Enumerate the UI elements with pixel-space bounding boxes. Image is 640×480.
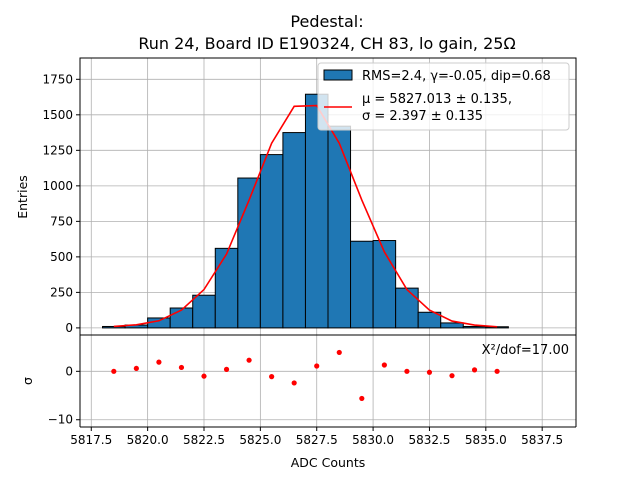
chart-title-line2: Run 24, Board ID E190324, CH 83, lo gain… [138, 34, 515, 53]
residual-point [404, 368, 410, 374]
residual-point [426, 369, 433, 375]
histogram-bar [372, 240, 397, 329]
legend-fit-label-line2: σ = 2.397 ± 0.135 [362, 109, 483, 124]
histogram-bar [462, 325, 487, 329]
x-tick-label: 5832.5 [408, 433, 450, 447]
top-y-tick-label: 1000 [42, 179, 73, 193]
residual-point [381, 362, 387, 368]
x-tick-label: 5837.5 [521, 433, 563, 447]
x-tick-label: 5825.0 [239, 433, 281, 447]
x-tick-label: 5820.0 [127, 433, 169, 447]
bottom-grid [80, 335, 576, 427]
legend-histogram-swatch [323, 69, 353, 81]
residual-point [494, 368, 500, 374]
residual-point [291, 380, 297, 386]
histogram-bars [102, 93, 509, 329]
residual-point [156, 359, 162, 365]
histogram-bar [485, 326, 509, 329]
x-tick-label: 5822.5 [183, 433, 225, 447]
top-y-tick-label: 0 [65, 321, 73, 335]
x-tick-label: 5835.0 [465, 433, 507, 447]
x-axis-label: ADC Counts [291, 455, 366, 470]
top-y-tick-label: 1500 [42, 108, 73, 122]
histogram-bar [102, 325, 126, 329]
bottom-y-tick-label: −10 [48, 413, 73, 427]
legend: RMS=2.4, γ=-0.05, dip=0.68 μ = 5827.013 … [317, 62, 570, 131]
legend-histogram-label: RMS=2.4, γ=-0.05, dip=0.68 [362, 69, 551, 84]
histogram-panel: 0 250 500 750 1000 1250 1500 1750 Entries RMS=2… [15, 57, 577, 336]
histogram-bar [327, 125, 352, 329]
x-ticks: 5817.5 5820.0 5822.5 5825.0 5827.5 5830.0 5832… [70, 427, 563, 447]
top-y-axis-label: Entries [15, 175, 30, 219]
histogram-bar [440, 322, 464, 329]
x-tick-label: 5830.0 [352, 433, 394, 447]
top-y-tick-label: 250 [50, 285, 73, 299]
residual-point [336, 349, 342, 356]
x-tick-label: 5827.5 [296, 433, 338, 447]
residual-point [133, 365, 139, 372]
residual-point [471, 367, 478, 373]
histogram-bar [350, 240, 374, 329]
residual-point [269, 374, 275, 380]
bottom-y-axis-label: σ [20, 377, 35, 385]
legend-box [317, 62, 570, 131]
residual-point [223, 366, 230, 372]
top-y-tick-label: 1250 [42, 143, 73, 157]
histogram-bar [282, 132, 306, 329]
residual-point [178, 364, 185, 371]
x-tick-label: 5817.5 [70, 433, 112, 447]
bottom-y-ticks: −10 0 [48, 364, 80, 427]
fit-curve [113, 104, 498, 328]
top-y-tick-label: 500 [50, 250, 73, 264]
histogram-bar [192, 294, 216, 329]
histogram-bar [259, 154, 284, 329]
histogram-bar [395, 287, 419, 329]
residual-point [246, 357, 252, 363]
residual-point [111, 368, 117, 374]
residual-point [314, 363, 320, 369]
residual-point [449, 373, 455, 379]
histogram-bar [214, 247, 239, 329]
top-y-ticks: 0 250 500 750 1000 1250 1500 1750 [42, 72, 80, 335]
top-y-tick-label: 750 [50, 214, 73, 228]
chi2-annotation: X²/dof=17.00 [482, 343, 569, 358]
top-y-tick-label: 1750 [42, 72, 73, 86]
legend-fit-label-line1: μ = 5827.013 ± 0.135, [362, 92, 512, 107]
bottom-y-tick-label: 0 [65, 364, 73, 378]
residual-panel: −10 0 5817.5 5820.0 5822.5 5825.0 5827.5 5830.… [20, 334, 577, 470]
histogram-bar [417, 311, 442, 329]
chart-title-line1: Pedestal: [290, 12, 363, 31]
residual-point [359, 395, 365, 402]
residual-point [201, 373, 207, 379]
residual-points [111, 349, 500, 402]
